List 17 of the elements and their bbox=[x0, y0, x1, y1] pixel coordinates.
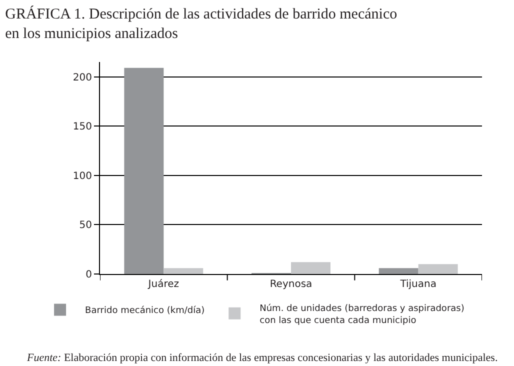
y-tick-label: 0 bbox=[86, 270, 92, 280]
x-tick-label: Tijuana bbox=[399, 279, 436, 290]
chart-title: GRÁFICA 1. Descripción de las actividades de barrido mecánico en los municipios analizados bbox=[5, 5, 398, 42]
bar bbox=[418, 264, 458, 274]
x-tick-label: Juárez bbox=[147, 279, 180, 290]
bar bbox=[164, 268, 204, 274]
legend-label: Barrido mecánico (km/día) bbox=[85, 305, 205, 316]
bar bbox=[378, 268, 418, 274]
y-tick-label: 100 bbox=[72, 170, 92, 182]
y-tick-label: 50 bbox=[79, 220, 92, 232]
legend-label: Núm. de unidades (barredoras y aspiradoras) con las que cuenta cada municipio bbox=[260, 303, 464, 326]
y-tick-label: 200 bbox=[72, 72, 92, 84]
bar bbox=[291, 262, 330, 274]
bar bbox=[124, 68, 164, 274]
x-tick-label: Reynosa bbox=[270, 279, 312, 290]
source-note: Fuente: Elaboración propia con información de las empresas concesionarias y las autoridades municipales. bbox=[26, 352, 498, 364]
y-tick-label: 150 bbox=[72, 122, 92, 133]
